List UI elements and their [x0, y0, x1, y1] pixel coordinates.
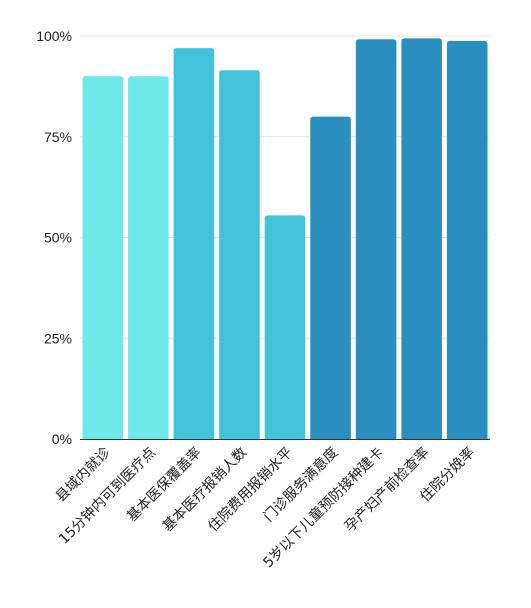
y-tick-label: 100%	[36, 28, 72, 44]
bar	[219, 70, 260, 439]
bars	[82, 38, 488, 440]
x-tick-label: 住院费用报销水平	[205, 445, 296, 536]
y-tick-label: 50%	[44, 230, 72, 246]
x-axis-category-labels: 县域内就诊15分钟内可到医疗点基本医保覆盖率基本医疗报销人数住院费用报销水平门诊…	[53, 444, 478, 571]
bar	[264, 215, 306, 439]
bar	[128, 76, 169, 440]
bar	[355, 39, 397, 439]
bar	[446, 40, 488, 439]
x-tick-label: 孕产妇产前检查率	[341, 444, 432, 535]
x-tick-label: 基本医疗报销人数	[159, 444, 250, 535]
y-tick-label: 25%	[44, 330, 72, 346]
y-tick-label: 75%	[44, 129, 72, 145]
bar	[401, 38, 442, 439]
bar	[310, 116, 351, 439]
y-axis-ticks: 0% 25% 50% 75% 100%	[36, 28, 72, 447]
bar	[173, 48, 215, 440]
bar	[82, 76, 124, 440]
y-tick-label: 0%	[52, 431, 72, 447]
